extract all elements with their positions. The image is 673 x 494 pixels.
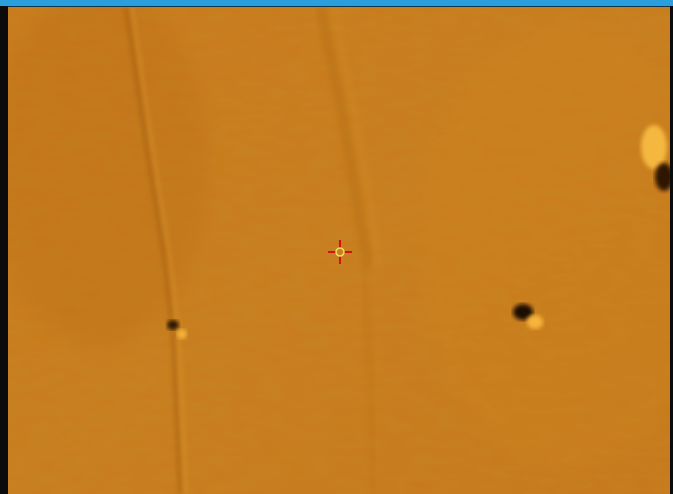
surface-image [8, 7, 670, 494]
groove-left-light [130, 7, 188, 494]
defect-spot-left [167, 320, 187, 339]
ridge-center-dark [317, 7, 371, 268]
ridge-lower [361, 266, 376, 494]
window-left-border [0, 6, 8, 494]
ridge-center-light [331, 7, 382, 268]
title-bar[interactable] [0, 0, 673, 7]
groove-left-dark [124, 7, 182, 494]
shade-left [8, 7, 208, 347]
shade-right [418, 27, 670, 467]
defect-spot-right [513, 304, 543, 329]
window-right-border [670, 6, 673, 494]
crosshair-icon [328, 240, 352, 264]
image-viewport[interactable] [8, 7, 670, 494]
defect-spot-edge [641, 125, 670, 191]
